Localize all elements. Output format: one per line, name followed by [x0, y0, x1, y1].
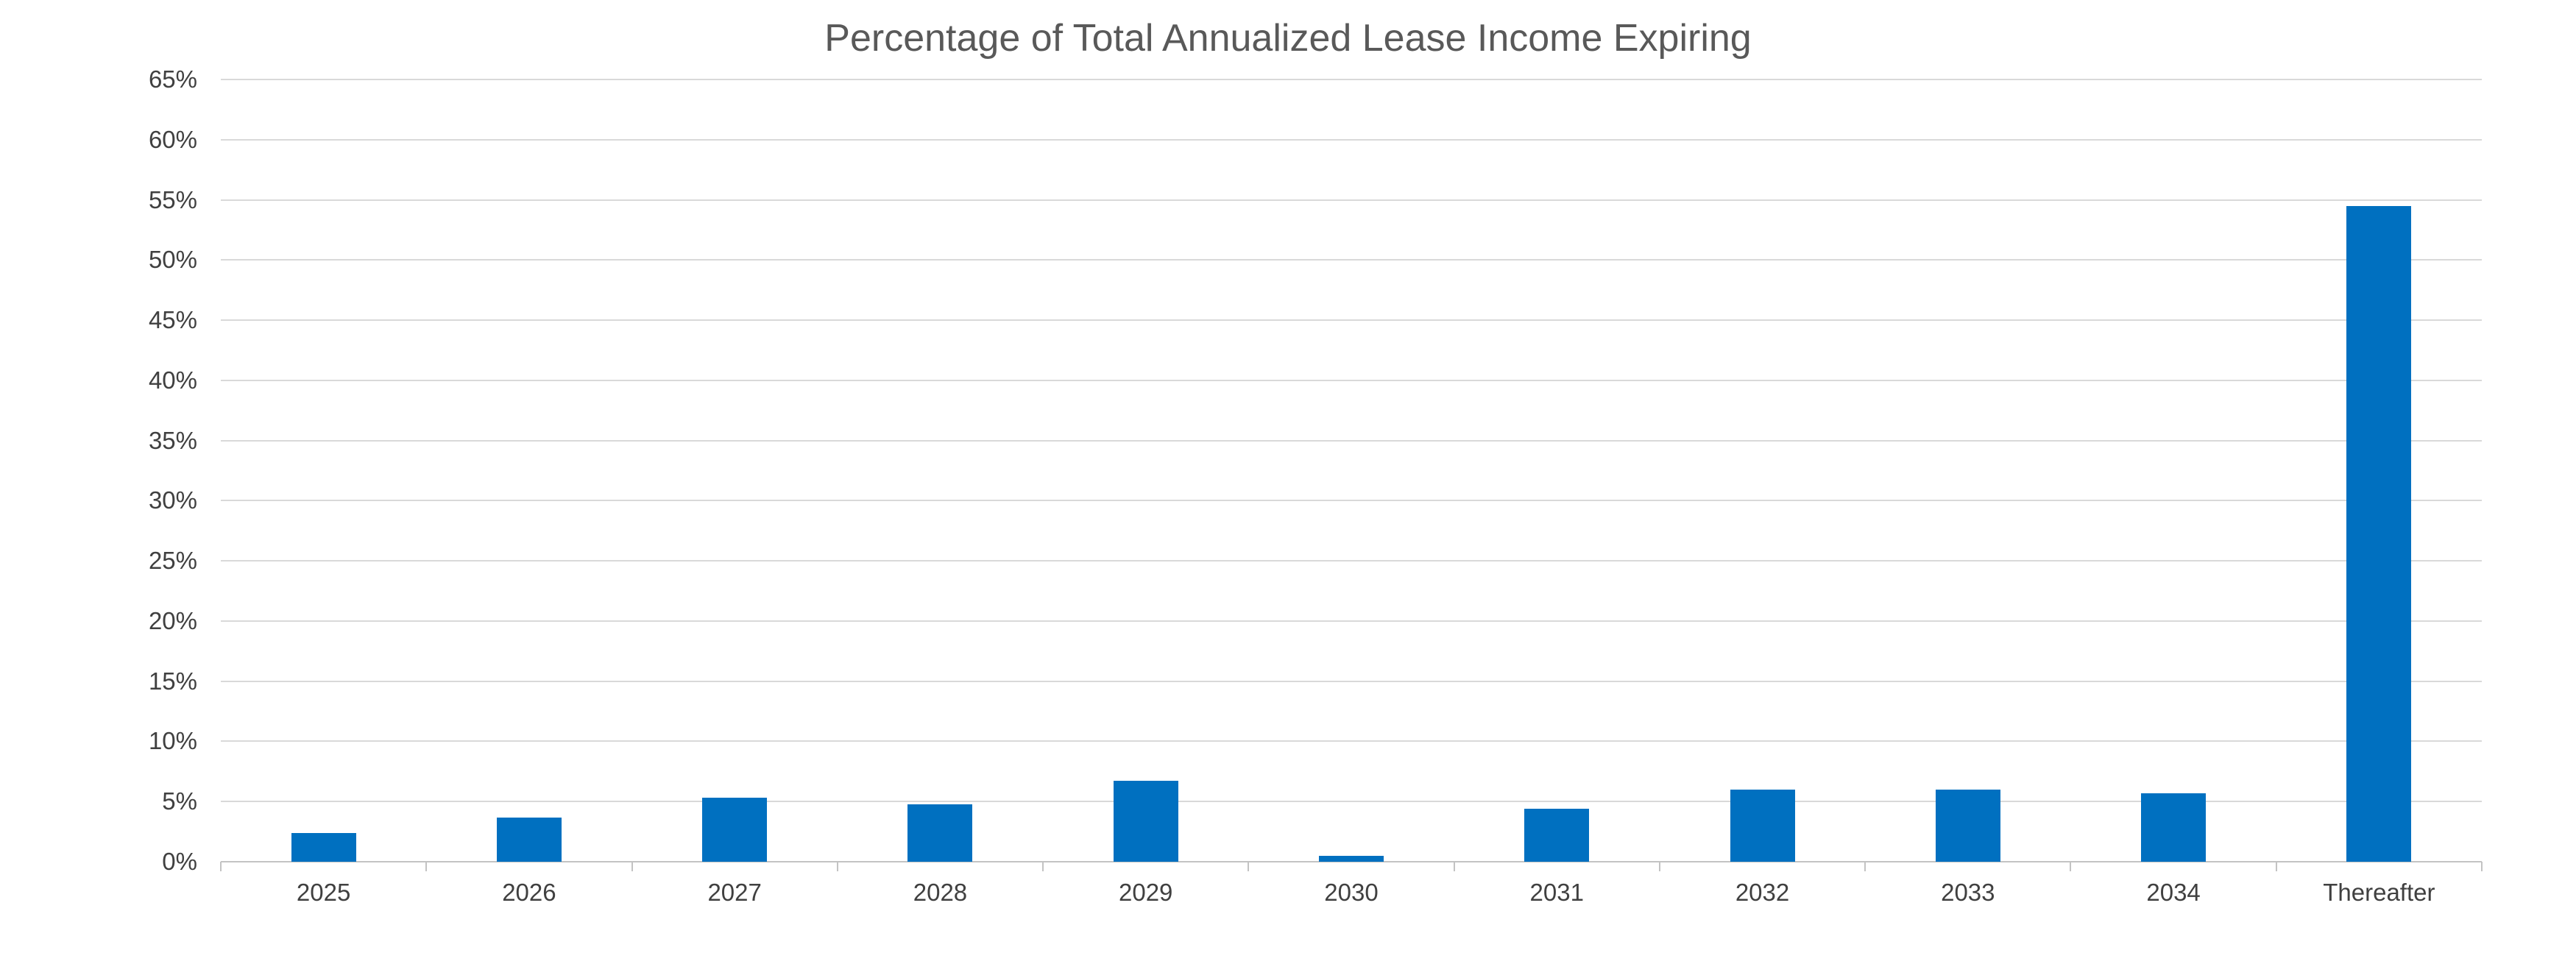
plot-area [220, 79, 2483, 871]
y-axis-tick-label-60%: 60% [148, 125, 197, 153]
gridline-10% [221, 740, 2482, 743]
gridline-60% [221, 138, 2482, 141]
x-axis-tick-label-Thereafter: Thereafter [2323, 879, 2435, 906]
x-axis-tick [631, 862, 633, 871]
x-axis-tick [1042, 862, 1044, 871]
gridline-45% [221, 319, 2482, 322]
y-axis-tick-label-45%: 45% [148, 306, 197, 334]
bar-2030 [1319, 855, 1384, 862]
gridline-15% [221, 680, 2482, 682]
x-axis-tick-label-2027: 2027 [707, 879, 762, 906]
x-axis-tick [2275, 862, 2277, 871]
bar-2029 [1113, 781, 1178, 862]
x-axis-tick-label-2032: 2032 [1735, 879, 1790, 906]
x-axis-tick-label-2033: 2033 [1941, 879, 1995, 906]
bar-2026 [496, 817, 562, 862]
x-axis-tick [836, 862, 838, 871]
x-axis-tick-label-2030: 2030 [1324, 879, 1379, 906]
gridline-25% [221, 560, 2482, 562]
x-axis-tick [1248, 862, 1250, 871]
bar-2034 [2141, 793, 2207, 862]
x-axis-tick [2070, 862, 2072, 871]
gridline-55% [221, 199, 2482, 201]
gridline-35% [221, 439, 2482, 442]
bar-2025 [291, 832, 356, 862]
x-axis-tick [2481, 862, 2483, 871]
x-axis-tick-label-2029: 2029 [1119, 879, 1173, 906]
bar-2033 [1935, 789, 2000, 862]
y-axis-tick-label-35%: 35% [148, 426, 197, 454]
y-axis-tick-label-25%: 25% [148, 547, 197, 575]
x-axis-tick [1658, 862, 1660, 871]
x-axis-tick [220, 862, 222, 871]
y-axis-tick-label-10%: 10% [148, 727, 197, 755]
y-axis-tick-label-55%: 55% [148, 185, 197, 213]
x-axis-tick-label-2028: 2028 [913, 879, 968, 906]
bar-2027 [702, 798, 768, 862]
y-axis-tick-label-40%: 40% [148, 366, 197, 394]
gridline-50% [221, 259, 2482, 261]
x-axis-tick-label-2031: 2031 [1529, 879, 1584, 906]
bar-2032 [1730, 789, 1795, 862]
gridline-20% [221, 620, 2482, 622]
bar-Thereafter [2346, 205, 2412, 862]
x-axis-tick [1453, 862, 1455, 871]
x-axis-tick [1864, 862, 1866, 871]
x-axis-tick [425, 862, 428, 871]
x-axis-tick-label-2025: 2025 [296, 879, 351, 906]
y-axis-tick-label-15%: 15% [148, 667, 197, 695]
y-axis-tick-label-50%: 50% [148, 246, 197, 274]
y-axis-tick-label-5%: 5% [162, 787, 197, 815]
y-axis-tick-label-65%: 65% [148, 65, 197, 93]
gridline-30% [221, 500, 2482, 502]
x-axis-tick-label-2026: 2026 [502, 879, 556, 906]
y-axis-tick-label-20%: 20% [148, 606, 197, 634]
gridline-5% [221, 801, 2482, 803]
gridline-65% [221, 79, 2482, 80]
bar-2028 [907, 804, 973, 862]
y-axis-tick-label-30%: 30% [148, 486, 197, 514]
y-axis-tick-label-0%: 0% [162, 848, 197, 875]
x-axis-line [221, 861, 2482, 862]
x-axis-tick-label-2034: 2034 [2146, 879, 2201, 906]
bar-2031 [1524, 809, 1590, 862]
chart-title: Percentage of Total Annualized Lease Inc… [824, 17, 1752, 60]
gridline-40% [221, 379, 2482, 381]
